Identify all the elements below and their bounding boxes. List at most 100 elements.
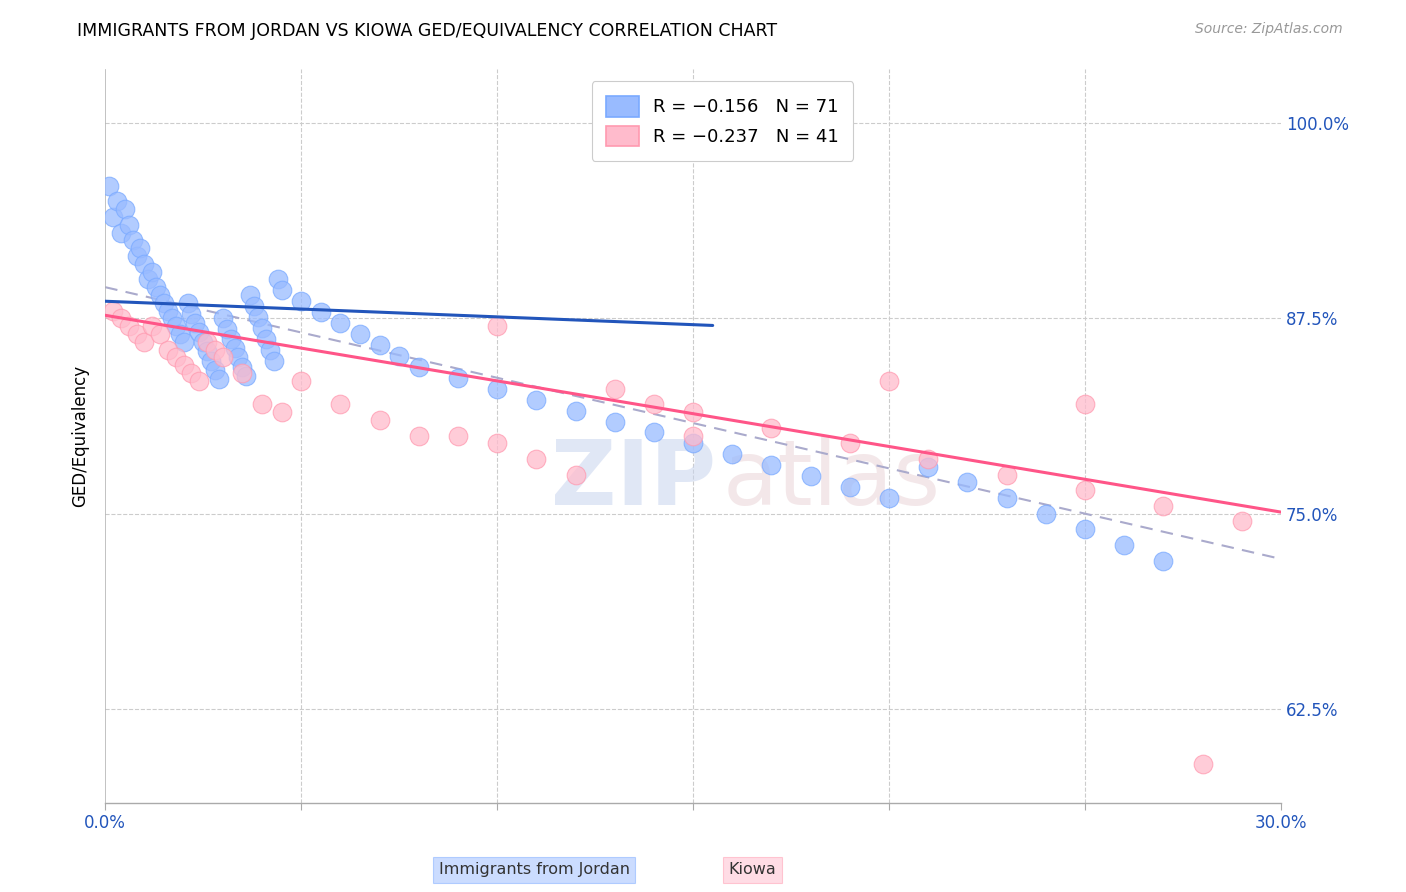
Point [188, 374, 211, 388]
Text: IMMIGRANTS FROM JORDAN VS KIOWA GED/EQUIVALENCY CORRELATION CHART: IMMIGRANTS FROM JORDAN VS KIOWA GED/EQUI… [77, 22, 778, 40]
Point [149, 326, 172, 341]
Point [643, 425, 665, 440]
Point [270, 283, 292, 297]
Point [259, 343, 281, 357]
Point [1074, 522, 1097, 536]
Point [156, 343, 179, 357]
Point [247, 310, 270, 324]
Point [176, 295, 198, 310]
Point [136, 272, 159, 286]
Point [215, 322, 238, 336]
Point [486, 319, 509, 334]
Point [254, 332, 277, 346]
Point [231, 359, 253, 374]
Point [1074, 483, 1097, 498]
Point [447, 371, 470, 385]
Point [603, 415, 626, 429]
Point [219, 332, 242, 346]
Point [956, 475, 979, 490]
Text: atlas: atlas [723, 435, 941, 524]
Point [165, 319, 187, 334]
Point [125, 249, 148, 263]
Point [134, 257, 156, 271]
Point [761, 458, 783, 473]
Point [388, 349, 411, 363]
Point [995, 467, 1018, 482]
Point [995, 491, 1018, 505]
Point [1074, 397, 1097, 411]
Legend: R = −0.156   N = 71, R = −0.237   N = 41: R = −0.156 N = 71, R = −0.237 N = 41 [592, 81, 853, 161]
Point [141, 319, 163, 334]
Point [917, 459, 939, 474]
Point [169, 326, 191, 341]
Point [1035, 507, 1057, 521]
Point [643, 397, 665, 411]
Point [524, 392, 547, 407]
Point [195, 334, 218, 349]
Point [118, 218, 141, 232]
Y-axis label: GED/Equivalency: GED/Equivalency [72, 365, 89, 507]
Point [114, 202, 136, 216]
Point [368, 338, 391, 352]
Point [838, 480, 860, 494]
Point [193, 334, 215, 349]
Point [110, 311, 132, 326]
Point [486, 382, 509, 396]
Point [231, 366, 253, 380]
Point [408, 359, 430, 374]
Point [721, 447, 744, 461]
Point [118, 319, 141, 334]
Point [877, 491, 900, 505]
Point [208, 372, 231, 386]
Point [408, 428, 430, 442]
Text: Source: ZipAtlas.com: Source: ZipAtlas.com [1195, 22, 1343, 37]
Point [290, 374, 312, 388]
Point [134, 334, 156, 349]
Point [349, 326, 371, 341]
Point [153, 295, 176, 310]
Point [121, 233, 143, 247]
Point [195, 344, 218, 359]
Text: Kiowa: Kiowa [728, 863, 776, 877]
Point [250, 320, 273, 334]
Point [917, 452, 939, 467]
Point [564, 403, 586, 417]
Point [98, 178, 121, 193]
Point [149, 288, 172, 302]
Point [173, 334, 195, 349]
Point [486, 436, 509, 450]
Point [101, 210, 124, 224]
Text: Immigrants from Jordan: Immigrants from Jordan [439, 863, 630, 877]
Point [204, 343, 226, 357]
Point [524, 452, 547, 467]
Point [800, 469, 823, 483]
Point [243, 299, 266, 313]
Point [224, 341, 246, 355]
Point [1114, 538, 1136, 552]
Point [228, 351, 250, 365]
Point [290, 294, 312, 309]
Point [239, 288, 262, 302]
Point [564, 467, 586, 482]
Point [156, 303, 179, 318]
Point [329, 316, 352, 330]
Point [263, 353, 285, 368]
Point [180, 307, 202, 321]
Point [125, 326, 148, 341]
Point [1230, 515, 1253, 529]
Point [250, 397, 273, 411]
Point [211, 351, 233, 365]
Point [447, 428, 470, 442]
Point [211, 311, 233, 326]
Point [204, 363, 226, 377]
Point [160, 311, 183, 326]
Point [603, 382, 626, 396]
Point [368, 413, 391, 427]
Point [270, 405, 292, 419]
Point [105, 194, 128, 209]
Point [200, 353, 222, 368]
Point [682, 428, 704, 442]
Point [309, 305, 332, 319]
Text: ZIP: ZIP [551, 435, 717, 524]
Point [682, 405, 704, 419]
